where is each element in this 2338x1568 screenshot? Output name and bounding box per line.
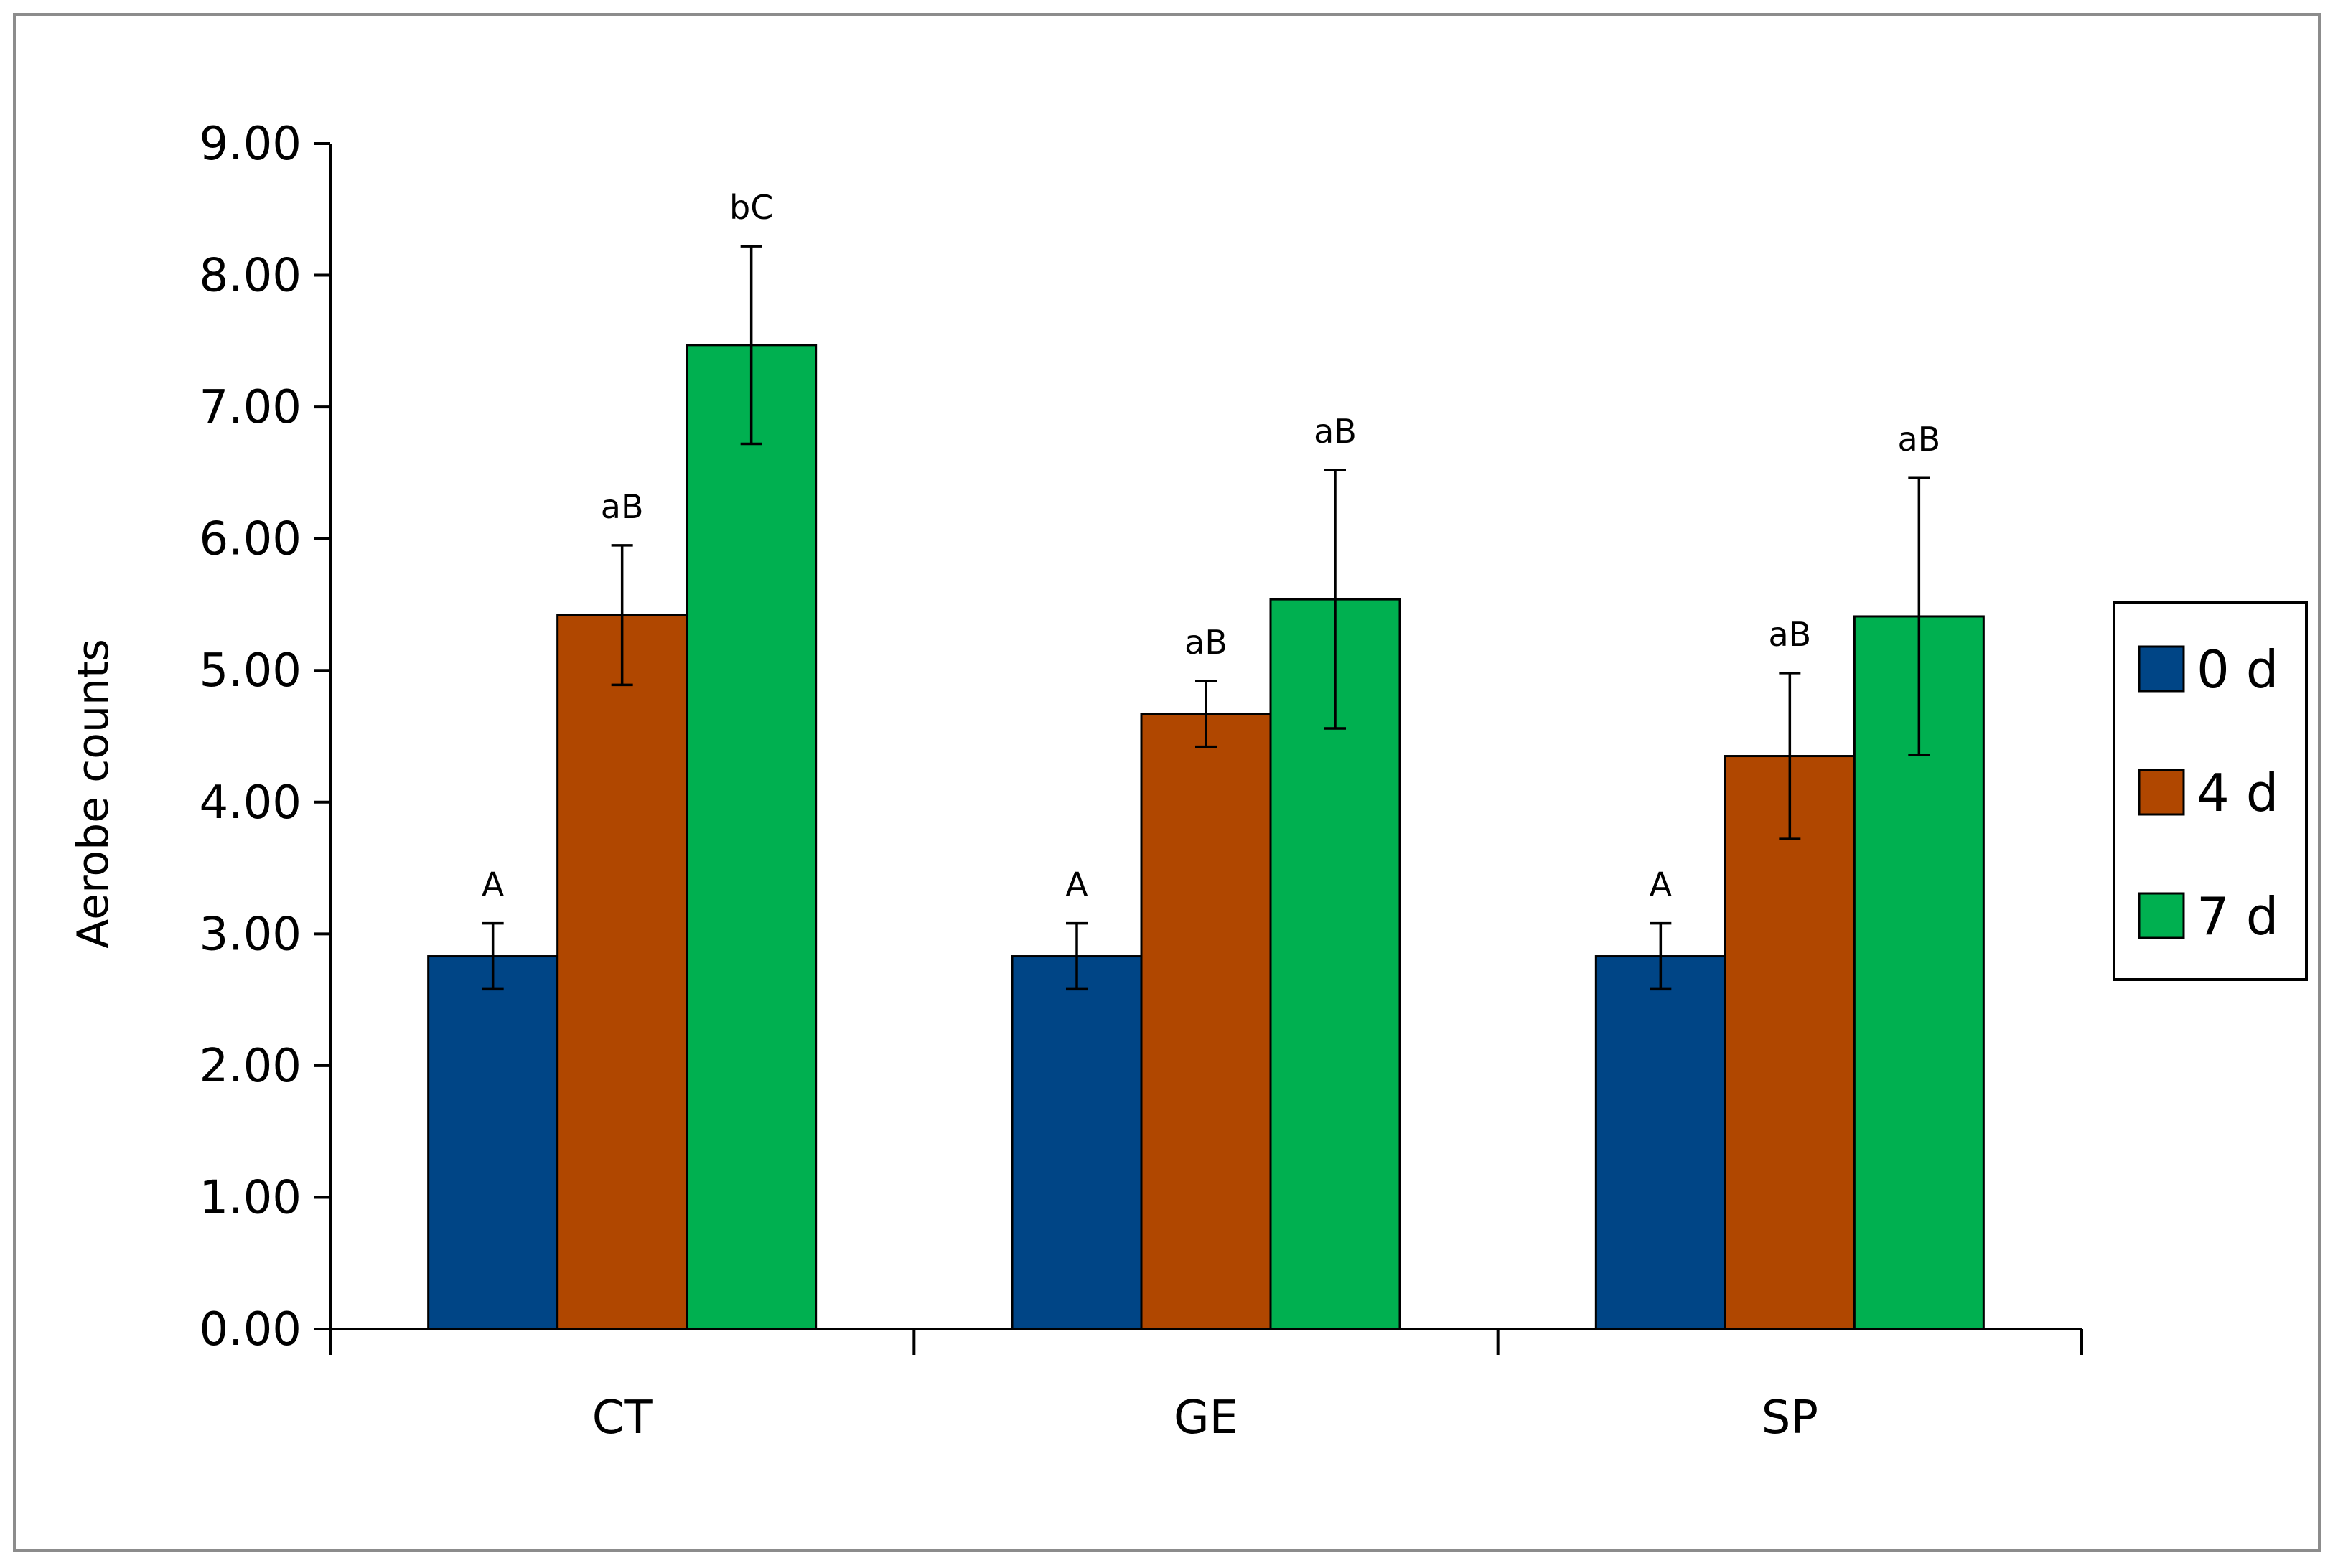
significance-label: A bbox=[1650, 865, 1673, 904]
y-tick-label: 8.00 bbox=[200, 250, 302, 303]
bar-sp-0d bbox=[1594, 955, 1726, 1330]
significance-labels-group: AaB bC AaB aB AaB aB bbox=[482, 188, 1940, 903]
y-axis-title-group: Aerobe counts bbox=[68, 639, 118, 949]
y-tick-label: 4.00 bbox=[200, 776, 302, 830]
significance-label: aB bbox=[1768, 615, 1811, 654]
significance-label: A bbox=[1065, 865, 1088, 904]
bar-ge-4d bbox=[1140, 713, 1272, 1330]
y-tick-label: 3.00 bbox=[200, 908, 302, 961]
significance-label: A bbox=[482, 865, 505, 904]
legend-swatch bbox=[2138, 892, 2185, 939]
axes-group bbox=[329, 144, 2083, 1355]
bar-ge-0d bbox=[1011, 955, 1143, 1330]
x-category-label: GE bbox=[1174, 1391, 1238, 1445]
category-labels-group: CT GE SP bbox=[592, 1391, 1818, 1445]
error-bars-group bbox=[482, 245, 1930, 991]
y-tick-label: 5.00 bbox=[200, 644, 302, 698]
bar-ct-7d bbox=[686, 344, 818, 1330]
y-tick-label: 0.00 bbox=[200, 1303, 302, 1356]
legend-swatch bbox=[2138, 769, 2185, 816]
significance-label: aB bbox=[1897, 420, 1940, 459]
y-ticks-group: 0.00 1.00 2.00 3.00 4.00 5.00 6.00 7.00 8.00 9.00 bbox=[200, 118, 330, 1356]
bars-group bbox=[427, 344, 1985, 1330]
significance-label: aB bbox=[601, 487, 644, 526]
legend-label: 0 d bbox=[2197, 639, 2278, 700]
bar-ct-0d bbox=[427, 955, 559, 1330]
legend: 0 d 4 d 7 d bbox=[2113, 601, 2308, 981]
legend-label: 7 d bbox=[2197, 886, 2278, 947]
y-tick-label: 9.00 bbox=[200, 118, 302, 171]
y-axis-title: Aerobe counts bbox=[68, 639, 118, 949]
significance-label: bC bbox=[729, 188, 773, 227]
legend-swatch bbox=[2138, 645, 2185, 693]
y-tick-label: 1.00 bbox=[200, 1171, 302, 1224]
bar-ct-4d bbox=[556, 614, 688, 1330]
y-tick-label: 6.00 bbox=[200, 513, 302, 566]
x-category-label: CT bbox=[592, 1391, 653, 1445]
significance-label: aB bbox=[1314, 412, 1357, 451]
significance-label: aB bbox=[1184, 623, 1228, 662]
x-category-label: SP bbox=[1762, 1391, 1818, 1445]
bar-sp-4d bbox=[1724, 755, 1856, 1330]
y-tick-label: 2.00 bbox=[200, 1040, 302, 1093]
legend-label: 4 d bbox=[2197, 763, 2278, 823]
y-tick-label: 7.00 bbox=[200, 381, 302, 434]
